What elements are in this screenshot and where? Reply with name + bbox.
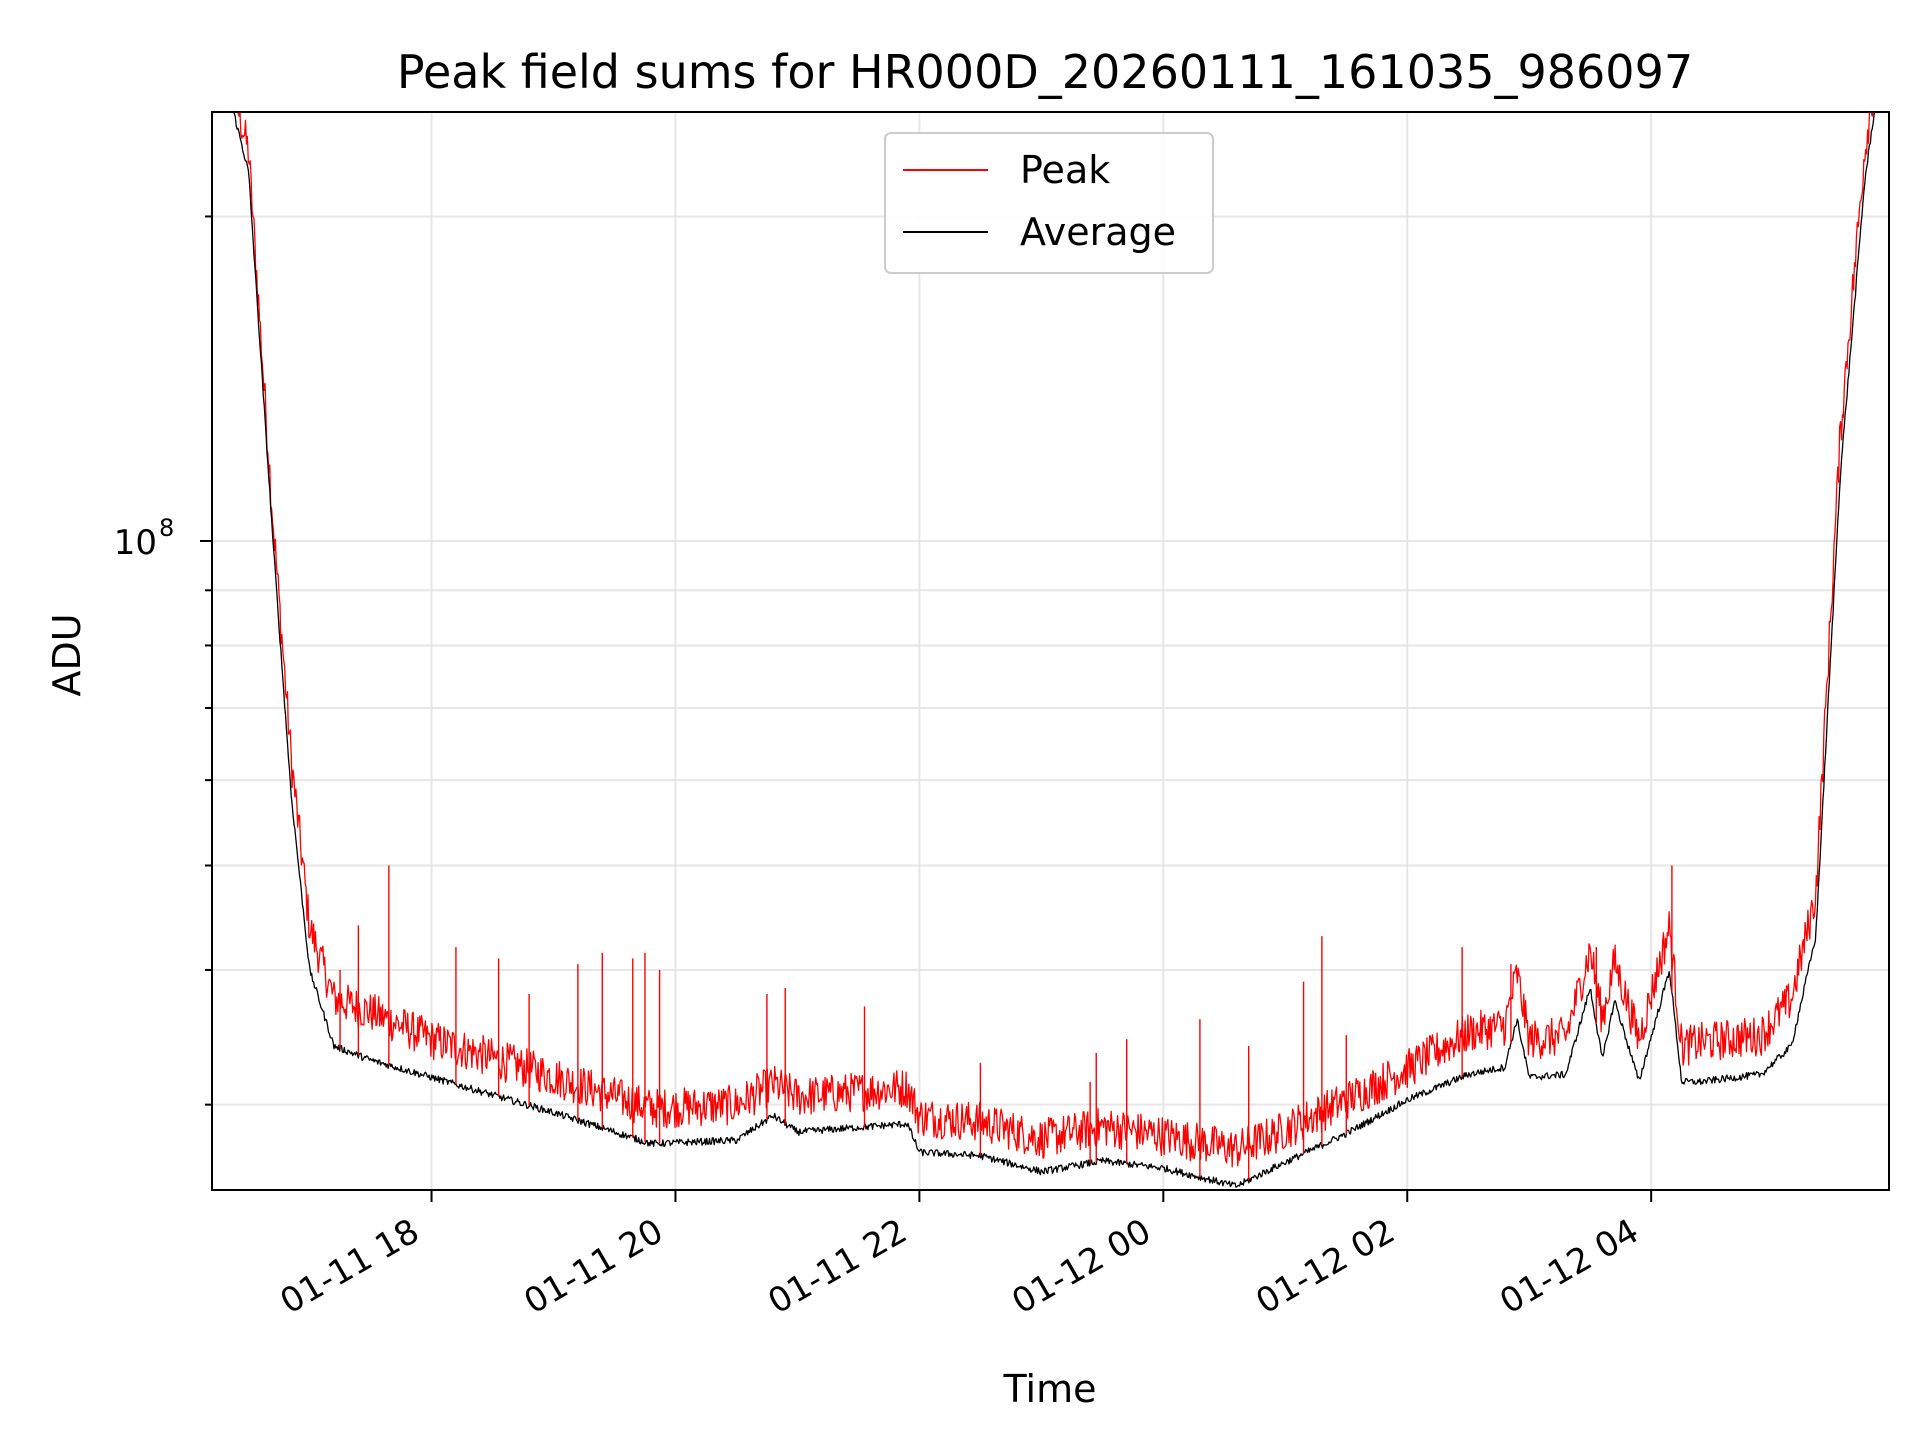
legend-average-label: Average [1020, 210, 1176, 254]
y-axis-ticks: 10 8 [114, 215, 212, 1106]
legend-box [884, 132, 1214, 274]
series-line-average [212, 112, 1889, 1188]
y-axis-label: ADU [45, 613, 89, 696]
grid [212, 112, 1889, 1190]
chart-title: Peak field sums for HR000D_20260111_1610… [397, 45, 1693, 99]
x-axis-label: Time [1003, 1367, 1097, 1411]
series-line-peak [212, 112, 1889, 1168]
plot-frame [211, 111, 1890, 1191]
legend-peak-label: Peak [1020, 148, 1110, 192]
y-tick-label-base: 10 [114, 523, 157, 563]
series-layer [212, 112, 1889, 1188]
legend: Peak Average [884, 132, 1214, 274]
series-group [212, 112, 1889, 1188]
y-tick-label-exponent: 8 [159, 514, 174, 542]
